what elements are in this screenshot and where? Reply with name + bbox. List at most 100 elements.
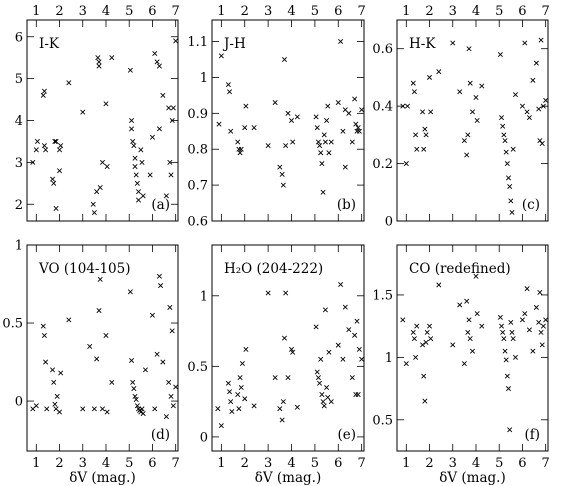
data-point bbox=[242, 125, 248, 131]
data-point bbox=[321, 403, 327, 409]
data-point bbox=[160, 359, 166, 365]
data-point bbox=[280, 399, 286, 405]
data-point bbox=[147, 172, 153, 178]
data-point bbox=[325, 394, 331, 400]
y-tick-label: 0.2 bbox=[372, 157, 393, 172]
data-point bbox=[420, 342, 426, 348]
data-point bbox=[58, 143, 64, 149]
data-point bbox=[131, 386, 137, 392]
data-point bbox=[235, 139, 241, 145]
data-point bbox=[317, 380, 323, 386]
data-point bbox=[285, 110, 291, 116]
data-point bbox=[522, 311, 528, 317]
data-point bbox=[319, 161, 325, 167]
data-point bbox=[218, 53, 224, 59]
x-tick-label: 2 bbox=[425, 456, 433, 471]
x-tick-label-top: 4 bbox=[472, 4, 480, 19]
data-point bbox=[536, 319, 542, 325]
y-tick-label: 0.5 bbox=[2, 317, 23, 332]
data-point bbox=[96, 308, 102, 314]
y-tick-label: 0.5 bbox=[372, 413, 393, 428]
data-point bbox=[34, 138, 40, 144]
y-tick-label: 1 bbox=[200, 71, 208, 86]
y-tick-label: 0.4 bbox=[372, 100, 393, 115]
data-point bbox=[132, 393, 138, 399]
data-point bbox=[135, 197, 142, 203]
data-point bbox=[140, 411, 146, 417]
data-point bbox=[109, 379, 115, 385]
data-point bbox=[160, 92, 166, 98]
data-point bbox=[522, 40, 528, 46]
data-point bbox=[170, 403, 176, 409]
data-point bbox=[152, 50, 158, 57]
x-tick-label: 1 bbox=[217, 456, 225, 471]
data-point bbox=[236, 406, 242, 412]
data-point bbox=[473, 95, 479, 101]
x-tick-label: 4 bbox=[102, 456, 110, 471]
y-tick-label: 1.1 bbox=[187, 35, 208, 50]
x-tick-label: 6 bbox=[518, 456, 526, 471]
data-point bbox=[294, 114, 300, 120]
data-point bbox=[318, 356, 324, 362]
data-point bbox=[342, 304, 348, 310]
y-tick-label: 0.7 bbox=[187, 179, 208, 194]
y-tick-label: 1 bbox=[200, 289, 208, 304]
data-point bbox=[499, 115, 505, 121]
data-point bbox=[539, 342, 545, 348]
data-point bbox=[400, 103, 406, 109]
data-point bbox=[526, 327, 532, 333]
data-point bbox=[479, 323, 485, 329]
data-point bbox=[467, 336, 473, 342]
data-point bbox=[507, 427, 513, 433]
data-point bbox=[421, 373, 427, 379]
panel-title: J-H bbox=[222, 36, 246, 52]
data-point bbox=[279, 417, 285, 423]
plot-frame bbox=[26, 244, 179, 452]
data-point bbox=[410, 80, 416, 86]
data-point bbox=[325, 103, 331, 109]
data-point bbox=[519, 317, 525, 323]
data-point bbox=[228, 128, 234, 134]
data-point bbox=[97, 184, 103, 191]
data-point bbox=[90, 201, 96, 207]
y-tick-label: 0.6 bbox=[187, 215, 208, 230]
data-point bbox=[324, 384, 330, 391]
data-point bbox=[340, 128, 346, 134]
data-point bbox=[457, 302, 463, 308]
plot-frame bbox=[396, 244, 549, 452]
data-point bbox=[533, 304, 539, 310]
data-point bbox=[505, 175, 512, 181]
data-point bbox=[52, 138, 58, 144]
data-point bbox=[41, 332, 47, 339]
y-tick-label: 0 bbox=[200, 430, 208, 445]
x-tick-label-top: 3 bbox=[79, 4, 87, 19]
x-tick-label: 3 bbox=[264, 456, 272, 471]
data-point bbox=[283, 143, 289, 149]
data-point bbox=[103, 101, 109, 107]
data-point bbox=[320, 399, 326, 405]
data-point bbox=[507, 184, 513, 190]
data-point bbox=[57, 147, 63, 153]
data-point bbox=[465, 132, 471, 138]
data-point bbox=[163, 414, 169, 420]
data-point bbox=[87, 343, 93, 349]
data-point bbox=[235, 392, 241, 398]
data-point bbox=[353, 121, 359, 127]
data-point bbox=[265, 290, 271, 296]
data-point bbox=[80, 406, 86, 412]
data-point bbox=[465, 329, 471, 335]
data-point bbox=[285, 375, 291, 381]
data-point bbox=[543, 97, 549, 103]
data-point bbox=[321, 132, 327, 138]
y-tick-label: 2 bbox=[15, 198, 23, 213]
panel-letter: (e) bbox=[337, 427, 356, 443]
data-point bbox=[272, 100, 278, 106]
data-point bbox=[139, 406, 145, 412]
x-tick-label: 5 bbox=[125, 456, 133, 471]
data-point bbox=[421, 146, 427, 152]
x-axis-label: δV (mag.) bbox=[439, 470, 506, 486]
data-point bbox=[40, 92, 46, 98]
data-point bbox=[169, 328, 175, 334]
panel-title: H₂O (204-222) bbox=[224, 261, 323, 277]
x-tick-label-top: 4 bbox=[287, 4, 295, 19]
